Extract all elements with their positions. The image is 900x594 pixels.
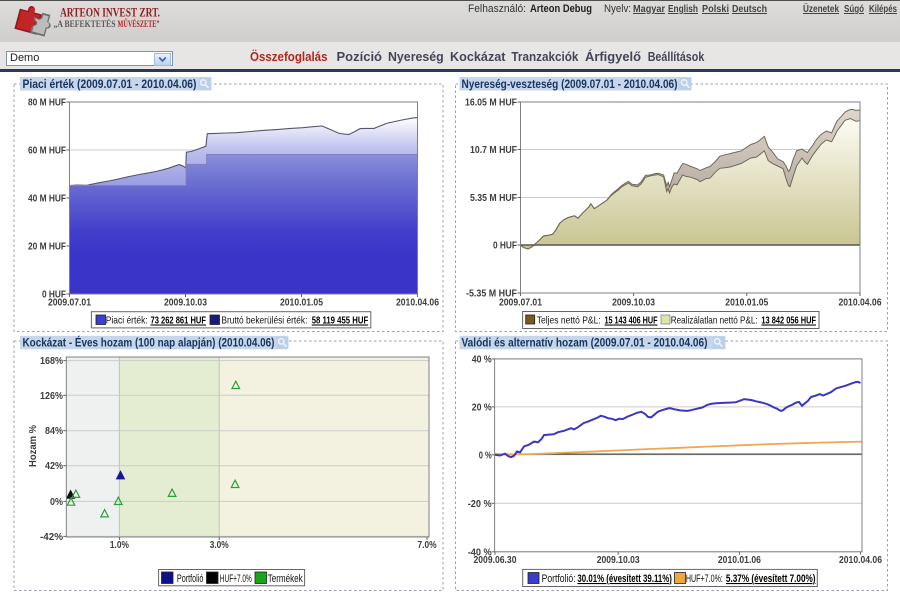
svg-text:2009.10.03: 2009.10.03	[612, 297, 655, 309]
svg-text:2010.04.06: 2010.04.06	[839, 297, 882, 309]
svg-text:2009.06.30: 2009.06.30	[474, 554, 517, 566]
svg-text:ARTEON INVEST ZRT.: ARTEON INVEST ZRT.	[60, 6, 160, 20]
svg-text:Összefoglalás: Összefoglalás	[250, 49, 328, 64]
svg-text:0%: 0%	[50, 497, 63, 508]
svg-text:13 842 056 HUF: 13 842 056 HUF	[761, 315, 816, 327]
svg-text:Portfolió: Portfolió	[177, 573, 204, 585]
svg-text:HUF+7.0%: HUF+7.0%	[220, 573, 252, 585]
svg-text:Hozam %: Hozam %	[28, 425, 39, 467]
svg-text:English: English	[668, 4, 698, 15]
svg-text:42%: 42%	[45, 461, 63, 472]
svg-text:2010.01.05: 2010.01.05	[725, 297, 768, 309]
svg-text:0 HUF: 0 HUF	[493, 240, 517, 252]
svg-text:Tranzakciók: Tranzakciók	[511, 49, 579, 64]
svg-text:73 262 861 HUF: 73 262 861 HUF	[151, 315, 207, 327]
svg-text:0 HUF: 0 HUF	[42, 289, 66, 301]
svg-text:0 %: 0 %	[479, 449, 492, 461]
svg-text:20 M HUF: 20 M HUF	[28, 241, 66, 253]
svg-text:40 %: 40 %	[472, 353, 493, 365]
svg-text:58 119 455 HUF: 58 119 455 HUF	[312, 315, 369, 327]
svg-text:5.35 M HUF: 5.35 M HUF	[470, 192, 517, 204]
svg-text:„A BEFEKTETÉS: „A BEFEKTETÉS	[54, 19, 116, 29]
svg-text:Magyar: Magyar	[633, 4, 665, 15]
svg-text:MŰVÉSZETE”: MŰVÉSZETE”	[118, 19, 160, 29]
svg-text:Polski: Polski	[702, 4, 729, 15]
svg-text:2009.10.03: 2009.10.03	[164, 297, 207, 309]
svg-text:-40 %: -40 %	[468, 546, 493, 558]
svg-text:30.01% (évesített 39.11%): 30.01% (évesített 39.11%)	[577, 573, 672, 585]
svg-text:-5.35 M HUF: -5.35 M HUF	[466, 288, 517, 300]
svg-text:Felhasználó:: Felhasználó:	[468, 3, 526, 15]
svg-text:Deutsch: Deutsch	[732, 4, 767, 15]
svg-text:Kockázat: Kockázat	[450, 49, 506, 64]
svg-text:Termékek: Termékek	[268, 573, 303, 585]
svg-text:80 M HUF: 80 M HUF	[28, 97, 66, 109]
svg-text:3.0%: 3.0%	[210, 540, 229, 551]
svg-text:Piaci érték:: Piaci érték:	[106, 315, 148, 327]
svg-text:Portfolió:: Portfolió:	[542, 573, 576, 585]
svg-text:2009.07.01: 2009.07.01	[499, 297, 542, 309]
svg-text:84%: 84%	[45, 426, 63, 437]
svg-text:15 143 406 HUF: 15 143 406 HUF	[605, 315, 658, 327]
svg-text:Realizálatlan nettó P&L:: Realizálatlan nettó P&L:	[671, 315, 758, 327]
svg-text:Valódi és alternatív hozam (20: Valódi és alternatív hozam (2009.07.01 -…	[462, 336, 708, 350]
svg-text:Súgó: Súgó	[844, 4, 864, 15]
svg-text:1.0%: 1.0%	[110, 540, 129, 551]
svg-text:126%: 126%	[40, 391, 63, 402]
svg-text:2010.04.06: 2010.04.06	[396, 297, 439, 309]
svg-text:Arteon Debug: Arteon Debug	[530, 3, 592, 15]
svg-text:Piaci érték (2009.07.01 - 2010: Piaci érték (2009.07.01 - 2010.04.06)	[23, 77, 197, 91]
svg-text:2009.07.01: 2009.07.01	[48, 297, 91, 309]
svg-text:Beállítások: Beállítások	[648, 49, 705, 64]
svg-text:Kockázat - Éves hozam (100 nap: Kockázat - Éves hozam (100 nap alapján) …	[23, 335, 275, 350]
svg-text:Pozíció: Pozíció	[337, 49, 383, 64]
svg-text:Nyereség-veszteség (2009.07.01: Nyereség-veszteség (2009.07.01 - 2010.04…	[462, 77, 678, 91]
svg-text:168%: 168%	[40, 356, 63, 367]
svg-text:Árfigyelő: Árfigyelő	[585, 49, 641, 64]
svg-text:10.7 M HUF: 10.7 M HUF	[470, 144, 517, 156]
svg-text:16.05 M HUF: 16.05 M HUF	[465, 97, 517, 109]
svg-text:Nyereség: Nyereség	[388, 49, 444, 64]
svg-text:Nyelv:: Nyelv:	[604, 3, 631, 15]
svg-text:HUF+7.0%:: HUF+7.0%:	[686, 573, 723, 585]
svg-text:2009.10.03: 2009.10.03	[597, 554, 640, 566]
svg-text:Bruttó bekerülési érték:: Bruttó bekerülési érték:	[221, 315, 307, 327]
svg-text:2010.01.06: 2010.01.06	[718, 554, 761, 566]
svg-text:-20 %: -20 %	[468, 498, 493, 510]
svg-text:2010.01.05: 2010.01.05	[280, 297, 323, 309]
svg-text:2010.04.06: 2010.04.06	[839, 554, 882, 566]
svg-text:Teljes nettó P&L:: Teljes nettó P&L:	[537, 315, 601, 327]
svg-text:20 %: 20 %	[472, 401, 493, 413]
svg-text:5.37% (évesített 7.00%): 5.37% (évesített 7.00%)	[726, 573, 816, 585]
svg-text:40 M HUF: 40 M HUF	[28, 193, 66, 205]
svg-text:-42%: -42%	[40, 532, 63, 543]
svg-text:7.0%: 7.0%	[418, 540, 437, 551]
svg-text:Üzenetek: Üzenetek	[803, 2, 839, 15]
svg-text:Kilépés: Kilépés	[869, 4, 897, 15]
svg-text:60 M HUF: 60 M HUF	[28, 145, 66, 157]
